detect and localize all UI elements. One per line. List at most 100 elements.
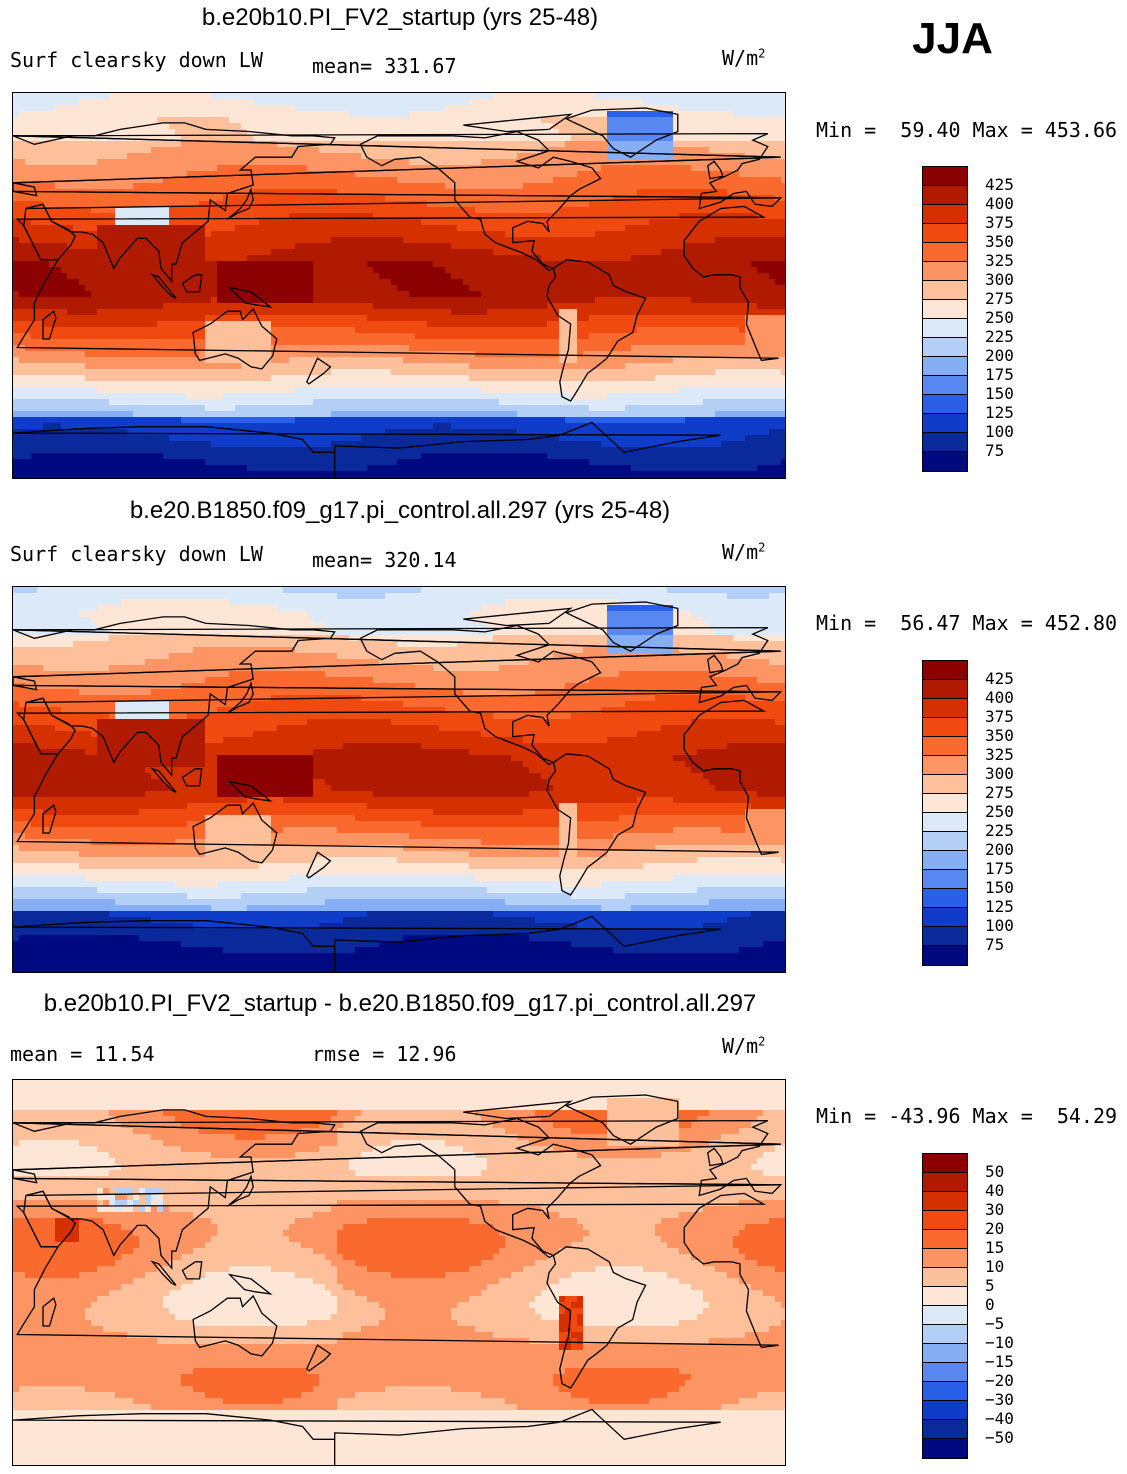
field-cell <box>265 219 271 225</box>
field-cell <box>733 315 739 321</box>
field-cell <box>379 231 385 237</box>
field-cell <box>619 249 625 255</box>
field-cell <box>457 189 463 195</box>
field-cell <box>271 321 277 327</box>
field-cell <box>763 297 769 303</box>
field-cell <box>343 141 349 147</box>
field-cell <box>565 177 571 183</box>
field-cell <box>433 321 439 327</box>
field-cell <box>307 309 313 315</box>
field-cell <box>607 297 613 303</box>
field-cell <box>499 117 505 123</box>
field-cell <box>451 135 457 141</box>
field-cell <box>445 237 451 243</box>
field-cell <box>307 177 313 183</box>
field-cell <box>751 285 757 291</box>
field-cell <box>73 231 79 237</box>
field-cell <box>337 219 343 225</box>
field-cell <box>529 321 535 327</box>
field-cell <box>97 243 103 249</box>
field-cell <box>103 207 109 213</box>
field-cell <box>127 237 133 243</box>
field-cell <box>703 231 709 237</box>
field-cell <box>457 237 463 243</box>
field-cell <box>229 225 235 231</box>
field-cell <box>313 117 319 123</box>
field-cell <box>511 189 517 195</box>
field-cell <box>643 135 649 141</box>
field-cell <box>475 105 481 111</box>
field-cell <box>391 231 397 237</box>
field-cell <box>379 267 385 273</box>
field-cell <box>481 213 487 219</box>
field-cell <box>325 231 331 237</box>
field-cell <box>757 279 763 285</box>
field-cell <box>283 153 289 159</box>
field-cell <box>613 183 619 189</box>
field-cell <box>661 153 667 159</box>
field-cell <box>181 171 187 177</box>
field-cell <box>313 279 319 285</box>
field-cell <box>631 213 637 219</box>
field-cell <box>319 123 325 129</box>
field-cell <box>313 177 319 183</box>
field-cell <box>481 141 487 147</box>
field-cell <box>643 255 649 261</box>
field-cell <box>709 309 715 315</box>
field-cell <box>283 165 289 171</box>
field-cell <box>493 111 499 117</box>
field-cell <box>757 249 763 255</box>
field-cell <box>193 159 199 165</box>
field-cell <box>589 279 595 285</box>
field-cell <box>313 189 319 195</box>
field-cell <box>247 213 253 219</box>
field-cell <box>607 165 613 171</box>
field-cell <box>115 147 121 153</box>
field-cell <box>277 189 283 195</box>
field-cell <box>595 147 601 153</box>
field-cell <box>649 207 655 213</box>
field-cell <box>757 165 763 171</box>
field-cell <box>55 225 61 231</box>
field-cell <box>649 147 655 153</box>
field-cell <box>151 177 157 183</box>
field-cell <box>163 189 169 195</box>
field-cell <box>781 237 785 243</box>
field-cell <box>637 99 643 105</box>
field-cell <box>613 177 619 183</box>
field-cell <box>697 225 703 231</box>
field-cell <box>541 177 547 183</box>
field-cell <box>385 237 391 243</box>
field-cell <box>391 225 397 231</box>
field-cell <box>313 249 319 255</box>
field-cell <box>481 279 487 285</box>
field-cell <box>331 303 337 309</box>
field-cell <box>769 231 775 237</box>
field-cell <box>343 321 349 327</box>
field-cell <box>103 249 109 255</box>
field-cell <box>61 177 67 183</box>
field-cell <box>781 189 785 195</box>
field-cell <box>175 141 181 147</box>
field-cell <box>133 213 139 219</box>
field-cell <box>571 207 577 213</box>
field-cell <box>313 213 319 219</box>
field-cell <box>601 177 607 183</box>
field-cell <box>655 207 661 213</box>
field-cell <box>637 267 643 273</box>
field-cell <box>661 177 667 183</box>
field-cell <box>739 129 745 135</box>
field-cell <box>553 297 559 303</box>
field-cell <box>667 129 673 135</box>
field-cell <box>193 177 199 183</box>
field-cell <box>661 291 667 297</box>
field-cell <box>391 279 397 285</box>
field-cell <box>703 105 709 111</box>
field-cell <box>241 135 247 141</box>
field-cell <box>415 249 421 255</box>
field-cell <box>133 297 139 303</box>
field-cell <box>529 243 535 249</box>
field-cell <box>307 219 313 225</box>
field-cell <box>781 303 785 309</box>
field-cell <box>505 213 511 219</box>
